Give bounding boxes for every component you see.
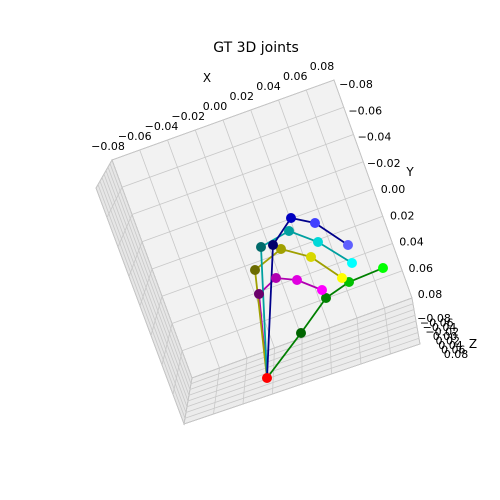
joint-pinky-1 bbox=[268, 240, 278, 250]
z-tick-label: 0.08 bbox=[444, 348, 469, 361]
y-tick-label: −0.04 bbox=[358, 131, 392, 144]
y-axis-label: Y bbox=[405, 165, 414, 179]
joint-ring-4 bbox=[347, 258, 357, 268]
joint-index-2 bbox=[271, 273, 281, 283]
y-tick-label: −0.02 bbox=[367, 157, 401, 170]
grid-line-left bbox=[150, 296, 163, 336]
grid-lines bbox=[95, 79, 421, 425]
joint-ring-1 bbox=[256, 242, 266, 252]
joint-middle-2 bbox=[276, 244, 286, 254]
grid-line-bottom bbox=[411, 297, 421, 345]
z-tick-label: 0.00 bbox=[433, 330, 458, 343]
joint-middle-1 bbox=[250, 265, 260, 275]
chart-title: GT 3D joints bbox=[213, 40, 299, 56]
y-tick-label: 0.04 bbox=[399, 236, 424, 249]
grid-line-z-left bbox=[95, 187, 185, 425]
grid-line-x bbox=[305, 89, 385, 309]
z-tick-label: −0.08 bbox=[417, 312, 451, 325]
grid-line-z-left bbox=[99, 180, 187, 413]
z-tick-label: 0.06 bbox=[441, 344, 466, 357]
grid-line-bottom bbox=[329, 327, 332, 375]
joint-pinky-3 bbox=[310, 218, 320, 228]
joint-thumb-1 bbox=[296, 328, 306, 338]
grid-line-left bbox=[161, 323, 173, 366]
grid-line-bottom bbox=[356, 317, 362, 365]
y-tick-label: −0.08 bbox=[339, 78, 373, 91]
y-tick-label: −0.06 bbox=[348, 104, 382, 117]
z-tick-label: −0.06 bbox=[420, 317, 454, 330]
hand-joints bbox=[250, 213, 388, 383]
x-tick-label: 0.00 bbox=[203, 100, 228, 113]
y-tick-label: 0.08 bbox=[418, 288, 443, 301]
joint-middle-3 bbox=[306, 252, 316, 262]
grid-line-y bbox=[191, 297, 413, 379]
joint-ring-3 bbox=[313, 237, 323, 247]
x-tick-label: 0.04 bbox=[256, 80, 281, 93]
x-axis-label: X bbox=[203, 71, 211, 85]
z-tick-label: 0.04 bbox=[438, 339, 463, 352]
joint-index-4 bbox=[317, 285, 327, 295]
grid-line-z-left bbox=[97, 184, 186, 419]
tick-labels: −0.08−0.06−0.04−0.020.000.020.040.060.08… bbox=[91, 60, 468, 361]
grid-line-bottom bbox=[384, 307, 391, 355]
grid-line-y bbox=[171, 243, 393, 324]
joint-index-1 bbox=[254, 289, 264, 299]
z-tick-label: 0.02 bbox=[436, 335, 461, 348]
z-axis-label: Z bbox=[469, 337, 477, 351]
joint-middle-4 bbox=[337, 273, 347, 283]
grid-line-z-bottom bbox=[185, 332, 419, 413]
x-tick-label: −0.04 bbox=[145, 120, 179, 133]
grid-line-left bbox=[183, 377, 193, 425]
x-tick-label: 0.08 bbox=[310, 60, 335, 73]
y-tick-label: 0.02 bbox=[390, 209, 415, 222]
grid-line-left bbox=[172, 350, 183, 395]
joint-thumb-2 bbox=[321, 293, 331, 303]
joint-ring-2 bbox=[284, 226, 294, 236]
joint-index-3 bbox=[292, 275, 302, 285]
x-tick-label: 0.02 bbox=[230, 90, 255, 103]
joint-wrist bbox=[262, 373, 272, 383]
z-tick-label: −0.02 bbox=[425, 326, 459, 339]
z-tick-label: −0.04 bbox=[423, 321, 457, 334]
grid-line-x bbox=[333, 79, 413, 299]
grid-line-y bbox=[181, 270, 403, 352]
joint-thumb-4 bbox=[378, 263, 388, 273]
y-tick-label: 0.06 bbox=[409, 262, 434, 275]
x-tick-label: −0.06 bbox=[118, 130, 152, 143]
grid-line-left bbox=[139, 268, 153, 307]
joint-pinky-2 bbox=[286, 213, 296, 223]
grid-line-z-bottom bbox=[184, 337, 420, 419]
x-tick-label: 0.06 bbox=[283, 70, 308, 83]
grid-line-z-left bbox=[101, 177, 188, 407]
joint-pinky-4 bbox=[343, 240, 353, 250]
grid-line-y bbox=[151, 188, 374, 270]
x-tick-label: −0.02 bbox=[171, 110, 205, 123]
y-tick-label: 0.00 bbox=[381, 183, 406, 196]
x-tick-label: −0.08 bbox=[91, 140, 125, 153]
grid-line-z-bottom bbox=[186, 326, 418, 408]
grid-line-z-bottom bbox=[183, 343, 421, 425]
